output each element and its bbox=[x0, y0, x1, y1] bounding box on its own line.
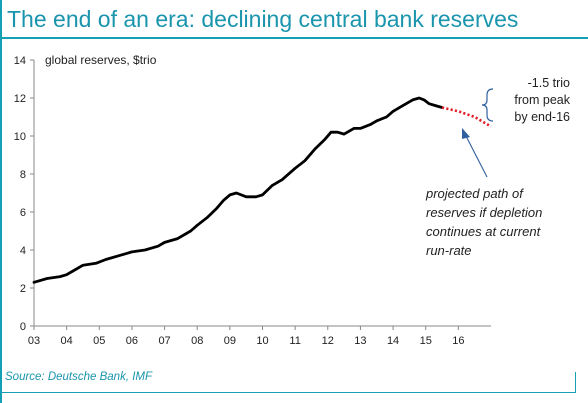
y-tick-label: 10 bbox=[14, 131, 26, 143]
chart-title: The end of an era: declining central ban… bbox=[7, 6, 519, 32]
x-tick-label: 14 bbox=[387, 335, 399, 347]
peak-note-line: -1.5 trio bbox=[528, 76, 570, 90]
x-tick-label: 05 bbox=[93, 335, 105, 347]
projection-note-annotation: projected path of reserves if depletion co… bbox=[425, 186, 542, 258]
projection-note-line: continues at current bbox=[426, 224, 542, 239]
chart-series bbox=[32, 96, 492, 284]
arrow-shaft bbox=[465, 135, 488, 178]
frame-bottom-rule bbox=[0, 392, 576, 393]
x-tick-label: 09 bbox=[224, 335, 236, 347]
frame-right-rule bbox=[575, 372, 576, 393]
peak-note-line: by end-16 bbox=[514, 110, 570, 124]
projection-note-line: projected path of bbox=[425, 186, 524, 201]
y-tick-label: 8 bbox=[20, 169, 26, 181]
peak-note-line: from peak bbox=[514, 93, 570, 107]
projection-note-line: reserves if depletion bbox=[426, 205, 542, 220]
y-tick-label: 12 bbox=[14, 93, 26, 105]
peak-note-annotation: -1.5 trio from peak by end-16 bbox=[514, 76, 570, 124]
y-tick-label: 2 bbox=[20, 283, 26, 295]
x-tick-label: 16 bbox=[452, 335, 464, 347]
x-tick-label: 04 bbox=[61, 335, 73, 347]
x-tick-label: 13 bbox=[354, 335, 366, 347]
title-underline-rule bbox=[0, 37, 588, 39]
y-tick-label: 14 bbox=[14, 55, 26, 67]
arrow-head bbox=[462, 128, 470, 139]
source-note: Source: Deutsche Bank, IMF bbox=[5, 371, 153, 383]
x-tick-label: 10 bbox=[256, 335, 268, 347]
peak-note-brace bbox=[481, 88, 494, 122]
frame-left-rule bbox=[0, 0, 2, 403]
y-tick-label: 4 bbox=[20, 245, 26, 257]
x-tick-label: 07 bbox=[158, 335, 170, 347]
y-tick-label: 0 bbox=[20, 321, 26, 333]
x-tick-label: 12 bbox=[322, 335, 334, 347]
x-tick-label: 08 bbox=[191, 335, 203, 347]
reserves-series-line bbox=[32, 96, 444, 284]
x-tick-label: 11 bbox=[289, 335, 300, 347]
y-axis-label: global reserves, $trio bbox=[45, 53, 157, 67]
x-axis-tick-labels: 03 04 05 06 07 08 09 10 11 12 13 14 15 16 bbox=[28, 326, 464, 347]
projection-series-line bbox=[441, 106, 492, 128]
y-tick-label: 6 bbox=[20, 207, 26, 219]
projection-note-arrow bbox=[462, 128, 488, 178]
x-tick-label: 06 bbox=[126, 335, 138, 347]
x-tick-label: 03 bbox=[28, 335, 40, 347]
y-axis-tick-labels: 0 2 4 6 8 10 12 14 bbox=[14, 55, 34, 333]
x-tick-label: 15 bbox=[420, 335, 432, 347]
projection-note-line: run-rate bbox=[426, 243, 472, 258]
